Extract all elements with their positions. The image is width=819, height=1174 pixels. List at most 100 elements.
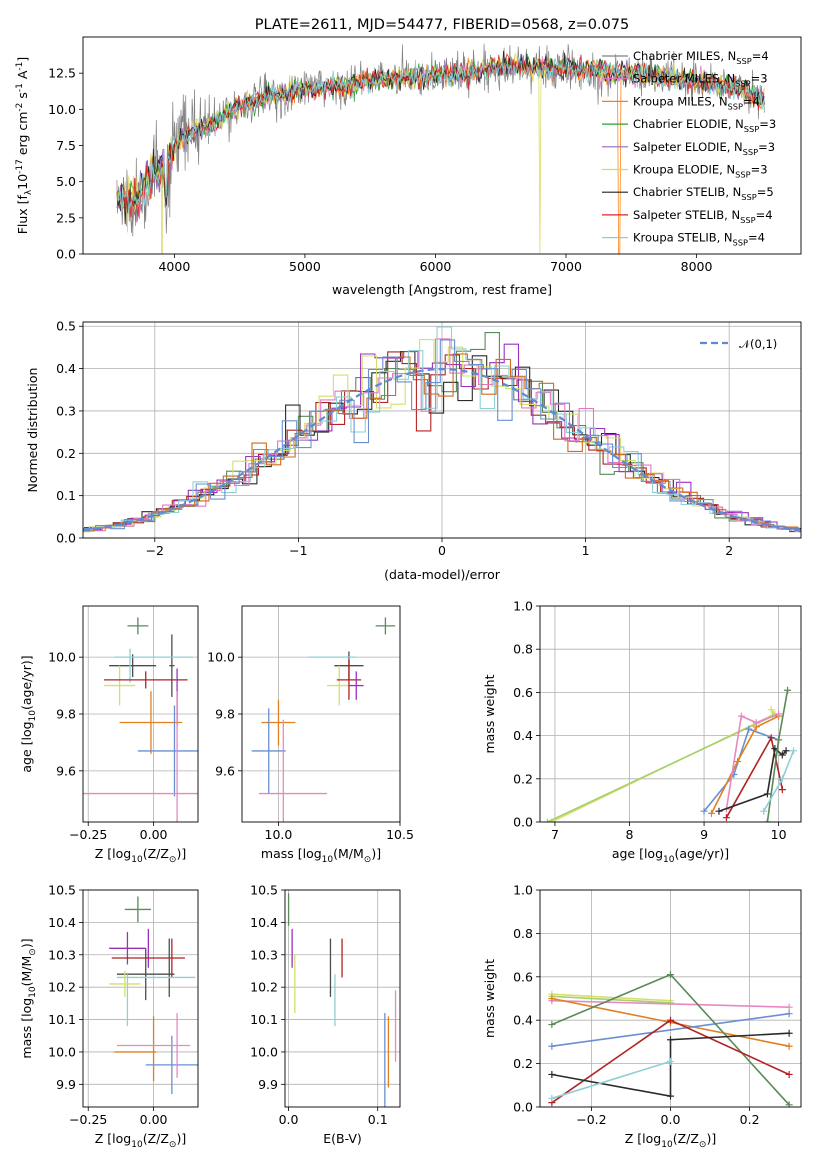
y-tick-label: 0.6: [513, 969, 533, 984]
y-tick-label: 0.0: [513, 1100, 533, 1115]
y-tick-label: 10.3: [250, 947, 278, 962]
y-tick-label: 10.4: [250, 915, 278, 930]
y-tick-label: 0.4: [56, 361, 76, 376]
error-bar-point: [120, 691, 183, 754]
weight-series-line: [712, 716, 779, 813]
y-tick-label: 0.4: [513, 728, 533, 743]
y-tick-label: 9.8: [56, 707, 76, 722]
y-tick-label: 0.5: [56, 319, 76, 334]
weight-lines: [544, 687, 797, 826]
x-tick-label: −2: [146, 543, 164, 558]
x-tick-label: 0.00: [140, 1112, 168, 1127]
legend-entry: Chabrier ELODIE, NSSP=3: [633, 117, 776, 134]
y-tick-label: 9.6: [56, 763, 76, 778]
error-bar-point: [376, 617, 395, 634]
weight-series-line: [704, 729, 779, 811]
y-tick-label: 9.9: [258, 1077, 278, 1092]
weight-marker: [715, 808, 722, 815]
y-axis-label: mass weight: [482, 959, 497, 1038]
y-tick-label: 10.0: [250, 1044, 278, 1059]
x-tick-label: 7: [551, 827, 559, 842]
legend-entry: Salpeter STELIB, NSSP=4: [633, 208, 773, 225]
y-tick-label: 10.4: [48, 915, 76, 930]
x-tick-label: 0.0: [661, 1112, 681, 1127]
error-bar-point: [349, 671, 364, 699]
x-axis-label: wavelength [Angstrom, rest frame]: [332, 282, 552, 297]
legend-entry: Chabrier MILES, NSSP=4: [633, 49, 769, 66]
x-tick-label: 6000: [420, 259, 452, 274]
y-tick-label: 10.5: [250, 883, 278, 898]
weight-marker: [667, 1093, 674, 1100]
error-bar-point: [261, 700, 295, 745]
weight-marker: [779, 786, 786, 793]
y-tick-label: 10.1: [48, 1012, 76, 1027]
x-tick-label: 0.00: [140, 827, 168, 842]
y-tick-label: 9.6: [215, 763, 235, 778]
y-tick-label: 0.4: [513, 1013, 533, 1028]
weight-marker: [708, 810, 715, 817]
y-tick-label: 9.9: [56, 1077, 76, 1092]
weight-marker: [786, 1010, 793, 1017]
x-axis-label: Z [log10(Z/Z⊙)]: [95, 1131, 186, 1150]
y-tick-label: 10.2: [250, 980, 278, 995]
weight-marker: [786, 1030, 793, 1037]
y-axis-label: mass weight: [482, 674, 497, 753]
x-axis-label: E(B-V): [323, 1131, 362, 1146]
x-tick-label: 5000: [289, 259, 321, 274]
weight-marker: [764, 790, 771, 797]
y-tick-label: 10.2: [48, 980, 76, 995]
x-axis-label: Z [log10(Z/Z⊙)]: [95, 846, 186, 865]
error-bar-point: [169, 634, 174, 697]
x-tick-label: 0: [438, 543, 446, 558]
y-tick-label: 9.8: [215, 707, 235, 722]
x-axis-label: (data-model)/error: [384, 567, 501, 582]
histograms: [69, 327, 819, 534]
y-tick-label: 7.5: [56, 138, 76, 153]
weight-marker: [786, 1071, 793, 1078]
error-bars: [289, 893, 396, 1116]
y-tick-label: 0.2: [513, 1056, 533, 1071]
x-tick-label: −0.25: [69, 1112, 107, 1127]
axes-frame: [540, 606, 801, 822]
x-tick-label: 4000: [158, 259, 190, 274]
x-tick-label: 9: [700, 827, 708, 842]
x-tick-label: −0.2: [576, 1112, 606, 1127]
y-tick-label: 0.8: [513, 642, 533, 657]
y-tick-label: 0.0: [56, 531, 76, 546]
error-bar-point: [109, 932, 146, 964]
x-tick-label: −1: [289, 543, 307, 558]
error-bar-point: [252, 708, 286, 793]
error-bar-point: [327, 666, 351, 706]
x-tick-label: 8000: [681, 259, 713, 274]
y-tick-label: 0.0: [56, 247, 76, 262]
y-tick-label: 10.1: [250, 1012, 278, 1027]
error-bar-point: [117, 948, 175, 1000]
y-tick-label: 5.0: [56, 174, 76, 189]
x-tick-label: 8: [626, 827, 634, 842]
weight-marker: [667, 1036, 674, 1043]
legend-entry: Salpeter ELODIE, NSSP=3: [633, 140, 775, 157]
y-tick-label: 1.0: [513, 599, 533, 614]
y-tick-label: 10.0: [48, 650, 76, 665]
legend-entry: Chabrier STELIB, NSSP=5: [633, 185, 774, 202]
y-tick-label: 10.0: [48, 102, 76, 117]
y-tick-label: 0.1: [56, 488, 76, 503]
error-bar-point: [125, 896, 151, 922]
weight-marker: [548, 1021, 555, 1028]
legend-entry: Kroupa ELODIE, NSSP=3: [633, 163, 768, 180]
y-tick-label: 10.0: [48, 1044, 76, 1059]
y-axis-label: Normed distribution: [25, 368, 40, 493]
x-tick-label: 0.0: [279, 1112, 299, 1127]
error-bars: [252, 617, 395, 822]
weight-marker: [548, 1043, 555, 1050]
x-tick-label: −0.25: [69, 827, 107, 842]
x-tick-label: 7000: [550, 259, 582, 274]
model-spectrum-line: [117, 58, 764, 254]
weight-marker: [738, 713, 745, 720]
y-tick-label: 10.0: [207, 650, 235, 665]
